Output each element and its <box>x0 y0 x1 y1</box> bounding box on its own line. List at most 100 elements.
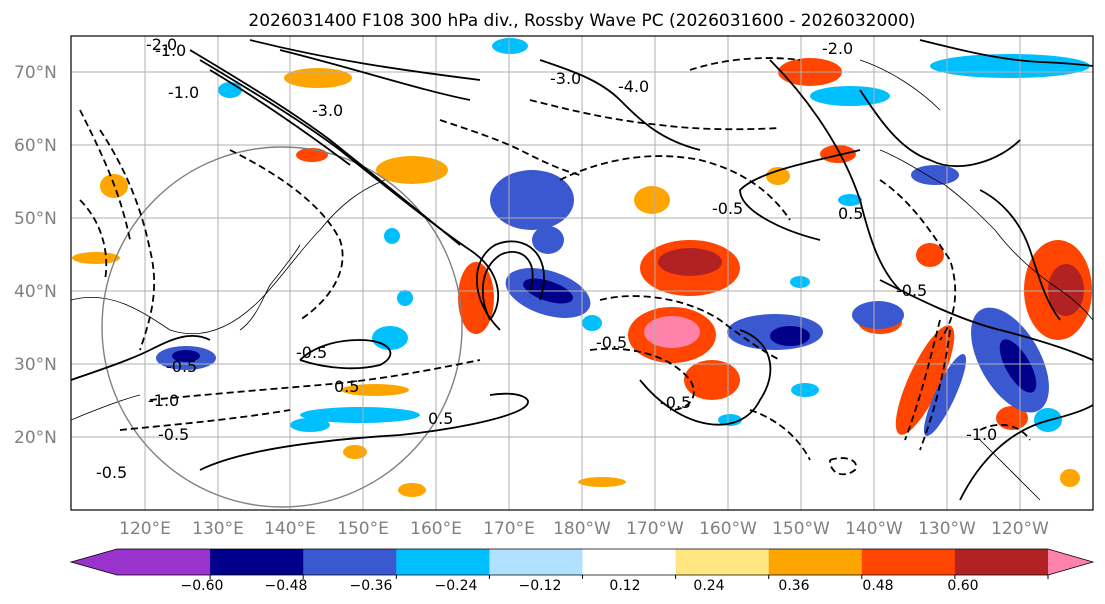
contour-solid <box>199 392 529 471</box>
contour-dashed <box>99 129 156 351</box>
contour-label: -2.0 <box>146 35 177 54</box>
contour-solid <box>299 339 392 370</box>
colorbar-tick-label: −0.60 <box>181 578 224 594</box>
colorbar-tick-label: 0.24 <box>693 578 724 594</box>
contour-label: -3.0 <box>312 101 343 120</box>
negative-anomaly-core <box>999 339 1037 393</box>
coastlines <box>71 59 1093 501</box>
contour-solid <box>959 404 1093 501</box>
negative-anomaly <box>810 86 890 106</box>
positive-anomaly <box>578 477 626 487</box>
lat-label: 70°N <box>14 63 57 83</box>
contour-label: 0.5 <box>334 377 359 396</box>
negative-anomaly <box>911 165 959 185</box>
colorbar-segment <box>582 549 677 575</box>
positive-anomaly <box>634 186 670 214</box>
positive-anomaly-core <box>658 248 722 276</box>
lon-label: 150°E <box>337 519 389 539</box>
lon-label: 160°E <box>410 519 462 539</box>
contour-dashed-layer <box>79 57 1031 476</box>
contour-dashed <box>439 119 581 176</box>
contour-dashed <box>919 329 951 451</box>
colorbar-segment <box>954 549 1049 575</box>
contour-solid <box>475 240 545 331</box>
contour-dashed <box>79 109 131 241</box>
positive-anomaly <box>284 68 352 88</box>
contour-dashed <box>589 347 695 411</box>
contour-solid <box>199 59 499 321</box>
lon-label: 140°E <box>264 519 316 539</box>
shading-layer <box>72 38 1092 497</box>
contour-label: -0.5 <box>96 463 127 482</box>
lat-label: 20°N <box>14 428 57 448</box>
positive-anomaly <box>820 145 856 163</box>
contour-label: -1.0 <box>168 83 199 102</box>
contour-label: -1.0 <box>148 391 179 410</box>
contour-dashed <box>829 457 857 476</box>
colorbar-tick-label: 0.36 <box>778 578 809 594</box>
colorbar-tick-label: 0.12 <box>609 578 640 594</box>
contour-solid <box>279 49 471 101</box>
negative-anomaly <box>718 414 742 426</box>
contour-dashed <box>149 359 481 401</box>
negative-anomaly <box>790 276 810 288</box>
contour-label: -0.5 <box>896 281 927 300</box>
contour-label: -2.0 <box>822 39 853 58</box>
lat-label: 50°N <box>14 209 57 229</box>
lat-label: 60°N <box>14 136 57 156</box>
positive-anomaly <box>398 483 426 497</box>
negative-anomaly <box>492 38 528 54</box>
contour-solid <box>539 59 701 151</box>
lon-label: 120°W <box>991 519 1049 539</box>
positive-anomaly <box>343 445 367 459</box>
contour-dashed <box>879 179 957 341</box>
negative-anomaly <box>300 407 420 423</box>
lon-label: 180°W <box>553 519 611 539</box>
reference-circle <box>101 146 463 508</box>
positive-anomaly <box>1060 469 1080 487</box>
positive-anomaly <box>72 252 120 264</box>
colorbar-outline <box>69 548 1095 576</box>
contour-labels: -2.0 -1.0 -3.0 -4.0 -2.0 -3.0 -1.0 -0.5 … <box>96 35 997 482</box>
contour-solid <box>769 59 901 291</box>
colorbar-tick-label: −0.48 <box>265 578 308 594</box>
colorbar-segment <box>303 549 397 575</box>
contour-dashed <box>79 199 108 281</box>
colorbar-tick-labels: −0.60 −0.48 −0.36 −0.24 −0.12 0.12 0.24 … <box>181 578 979 594</box>
contour-layer <box>71 39 1093 501</box>
positive-anomaly <box>766 167 790 185</box>
negative-anomaly <box>852 301 904 329</box>
positive-anomaly-core <box>1048 264 1084 316</box>
colorbar <box>69 548 1095 579</box>
colorbar-segment <box>210 549 304 575</box>
colorbar-tick-label: −0.36 <box>350 578 393 594</box>
lon-label: 130°W <box>918 519 976 539</box>
negative-anomaly <box>490 170 574 230</box>
contour-dashed <box>979 423 1031 441</box>
contour-solid <box>249 39 481 81</box>
contour-label: -0.5 <box>712 199 743 218</box>
negative-anomaly <box>582 315 602 331</box>
contour-label: -4.0 <box>618 77 649 96</box>
contour-solid <box>481 251 534 321</box>
contour-label: 0.5 <box>838 204 863 223</box>
colorbar-tick-label: 0.60 <box>947 578 978 594</box>
positive-anomaly-core <box>644 316 700 348</box>
contour-dashed <box>529 99 781 131</box>
positive-anomaly <box>458 262 494 334</box>
negative-anomaly-core <box>770 326 810 346</box>
contour-label: -1.0 <box>155 41 186 60</box>
contour-label: -3.0 <box>550 69 581 88</box>
contour-solid <box>209 69 351 166</box>
colorbar-segment <box>768 549 863 575</box>
colorbar-tick-label: −0.12 <box>519 578 562 594</box>
contour-label: -1.0 <box>966 425 997 444</box>
map-frame <box>70 35 1094 511</box>
negative-anomaly <box>384 228 400 244</box>
map-title: 2026031400 F108 300 hPa div., Rossby Wav… <box>248 11 915 31</box>
contour-solid <box>189 49 461 246</box>
contour-label: -0.5 <box>296 343 327 362</box>
colorbar-extend-min <box>71 549 117 575</box>
lon-label: 130°E <box>192 519 244 539</box>
colorbar-tick-label: −0.24 <box>435 578 478 594</box>
